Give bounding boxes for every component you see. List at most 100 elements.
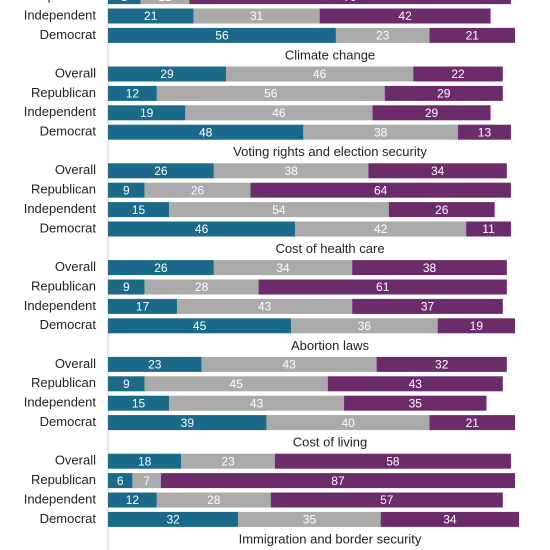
bar-segment xyxy=(388,202,495,218)
bar-segment xyxy=(258,279,507,295)
bar-segment xyxy=(108,202,170,218)
row-label: Independent xyxy=(24,7,97,22)
bar-segment xyxy=(108,260,214,276)
row-label: Independent xyxy=(24,104,97,119)
bar-segment xyxy=(384,85,503,101)
value-label: 22 xyxy=(451,67,465,81)
value-label: 23 xyxy=(376,29,390,43)
value-label: 56 xyxy=(215,29,229,43)
value-label: 26 xyxy=(435,203,449,217)
value-label: 37 xyxy=(421,300,435,314)
bar-segment xyxy=(108,105,186,121)
bar-segment xyxy=(368,163,507,179)
row-label: Independent xyxy=(24,298,97,313)
row-label: Republican xyxy=(31,0,96,3)
bar-segment xyxy=(108,182,145,198)
bar-segment xyxy=(303,124,459,140)
value-label: 19 xyxy=(470,319,484,333)
value-label: 7 xyxy=(143,474,150,488)
bar-segment xyxy=(213,163,369,179)
bar-segment xyxy=(108,66,227,82)
group-title: Voting rights and election security xyxy=(233,144,427,159)
value-label: 29 xyxy=(425,106,439,120)
value-label: 40 xyxy=(341,416,355,430)
bar-segment xyxy=(144,182,251,198)
value-label: 46 xyxy=(313,67,327,81)
value-label: 21 xyxy=(466,416,480,430)
value-label: 21 xyxy=(466,29,480,43)
value-label: 42 xyxy=(398,9,412,23)
bar-segment xyxy=(335,27,430,43)
value-label: 54 xyxy=(272,203,286,217)
value-label: 26 xyxy=(154,261,168,275)
value-label: 46 xyxy=(272,106,286,120)
value-label: 23 xyxy=(221,454,235,468)
value-label: 9 xyxy=(123,280,130,294)
bar-segment xyxy=(295,221,467,237)
bar-segment xyxy=(132,473,161,489)
value-label: 12 xyxy=(126,493,140,507)
value-label: 34 xyxy=(443,513,457,527)
value-label: 19 xyxy=(140,106,154,120)
row-label: Overall xyxy=(55,259,96,274)
bar-segment xyxy=(144,279,259,295)
bar-segment xyxy=(108,85,157,101)
value-label: 87 xyxy=(331,474,345,488)
value-label: 38 xyxy=(374,125,388,139)
bar-segment xyxy=(177,298,353,314)
value-label: 61 xyxy=(376,280,390,294)
bar-segment xyxy=(429,415,515,431)
value-label: 29 xyxy=(437,87,451,101)
bar-segment xyxy=(169,202,389,218)
bar-segment xyxy=(108,453,182,469)
value-label: 12 xyxy=(126,87,140,101)
value-label: 34 xyxy=(431,164,445,178)
bar-segment xyxy=(352,260,507,276)
value-label: 32 xyxy=(166,513,180,527)
bar-segment xyxy=(238,511,381,527)
bar-segment xyxy=(108,221,296,237)
bar-segment xyxy=(108,395,170,411)
value-label: 34 xyxy=(276,261,290,275)
value-label: 26 xyxy=(154,164,168,178)
row-label: Republican xyxy=(31,85,96,100)
value-label: 39 xyxy=(181,416,195,430)
bar-segment xyxy=(181,453,275,469)
bar-segment xyxy=(344,395,487,411)
row-label: Republican xyxy=(31,472,96,487)
bar-segment xyxy=(376,356,507,372)
bar-segment xyxy=(372,105,491,121)
bar-segment xyxy=(108,298,178,314)
bar-segment xyxy=(319,8,491,24)
bar-segment xyxy=(226,66,414,82)
row-label: Republican xyxy=(31,182,96,197)
bar-segment xyxy=(108,492,157,508)
value-label: 28 xyxy=(207,493,221,507)
bar-segment xyxy=(108,124,304,140)
value-label: 31 xyxy=(250,9,264,23)
bar-segment xyxy=(108,473,133,489)
row-label: Democrat xyxy=(40,27,97,42)
bar-segment xyxy=(108,163,214,179)
bar-segment xyxy=(189,0,511,5)
bar-segment xyxy=(201,356,377,372)
bar-segment xyxy=(291,318,438,334)
bar-segment xyxy=(413,66,503,82)
bar-segment xyxy=(108,279,145,295)
bar-segment xyxy=(144,376,328,392)
value-label: 79 xyxy=(343,0,357,4)
value-label: 38 xyxy=(284,164,298,178)
bar-segment xyxy=(429,27,515,43)
value-label: 17 xyxy=(136,300,150,314)
row-label: Overall xyxy=(55,162,96,177)
row-label: Independent xyxy=(24,491,97,506)
row-label: Overall xyxy=(55,65,96,80)
value-label: 45 xyxy=(193,319,207,333)
value-label: 11 xyxy=(482,222,495,236)
value-label: 6 xyxy=(117,474,124,488)
value-label: 43 xyxy=(258,300,272,314)
bar-segment xyxy=(185,105,373,121)
row-label: Republican xyxy=(31,278,96,293)
row-label: Democrat xyxy=(40,511,97,526)
